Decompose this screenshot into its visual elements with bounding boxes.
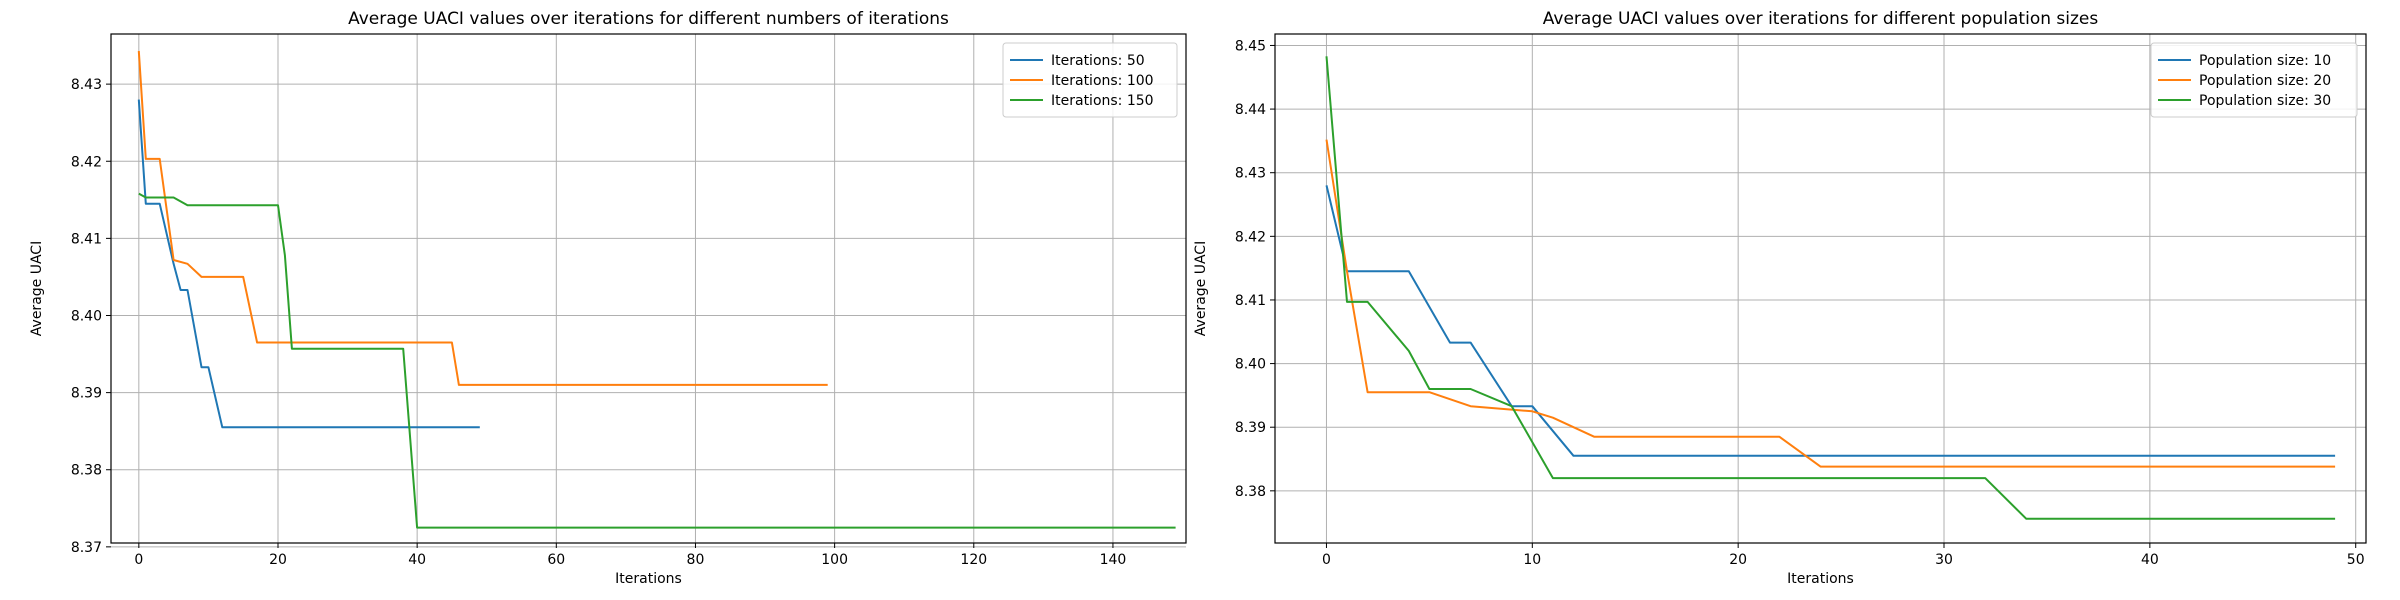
legend-label: Population size: 20 (2199, 73, 2331, 89)
series-line-2 (138, 192, 1176, 529)
y-tick-label: 8.41 (1235, 293, 1266, 309)
y-axis-label: Average UACI (29, 241, 45, 336)
series-line-1 (137, 50, 828, 386)
y-tick-label: 8.41 (71, 231, 102, 247)
legend-box (2150, 42, 2358, 118)
legend-box (1002, 42, 1178, 118)
plot-frame (110, 33, 1187, 544)
chart-title: Average UACI values over iterations for … (1543, 9, 2099, 29)
x-tick-label: 20 (269, 552, 287, 568)
chart-population-sizes: 0 10 20 30 40 50 8.38 8.39 8.40 8.41 8.42 8.43 8.44 8… (1193, 9, 2367, 587)
y-tick-label: 8.38 (1235, 484, 1266, 500)
y-tick-label: 8.42 (1235, 229, 1266, 245)
y-tick-label: 8.42 (71, 154, 102, 170)
y-axis-label: Average UACI (1193, 241, 1209, 336)
x-tick-label: 40 (408, 552, 426, 568)
y-tick-label: 8.43 (1235, 166, 1266, 182)
legend-label: Population size: 10 (2199, 53, 2331, 69)
x-axis-label: Iterations (1787, 571, 1854, 587)
legend-label: Iterations: 150 (1051, 93, 1154, 109)
x-axis-label: Iterations (615, 571, 682, 587)
y-tick-label: 8.37 (71, 540, 102, 556)
x-tick-label: 80 (687, 552, 705, 568)
legend-label: Iterations: 100 (1051, 73, 1154, 89)
x-tick-label: 20 (1729, 552, 1747, 568)
series-line-2 (1325, 56, 2336, 520)
y-tick-label: 8.44 (1235, 102, 1266, 118)
series-line-0 (137, 99, 480, 429)
y-tick-label: 8.38 (71, 463, 102, 479)
x-tick-label: 50 (2347, 552, 2365, 568)
x-tick-label: 0 (1322, 552, 1331, 568)
x-tick-label: 60 (547, 552, 565, 568)
chart-title: Average UACI values over iterations for … (348, 9, 949, 29)
y-tick-label: 8.45 (1235, 38, 1266, 54)
y-tick-label: 8.40 (1235, 357, 1266, 373)
legend-label: Population size: 30 (2199, 93, 2331, 109)
y-tick-label: 8.40 (71, 308, 102, 324)
x-tick-label: 140 (1100, 552, 1127, 568)
legend-label: Iterations: 50 (1051, 53, 1145, 69)
x-tick-label: 10 (1523, 552, 1541, 568)
plot-frame (1274, 33, 2367, 544)
x-tick-label: 40 (2141, 552, 2159, 568)
legend: Population size: 10 Population size: 20 Po… (2150, 42, 2358, 118)
y-tick-label: 8.43 (71, 77, 102, 93)
legend: Iterations: 50 Iterations: 100 Iterations:… (1002, 42, 1178, 118)
x-tick-label: 120 (960, 552, 987, 568)
x-tick-label: 30 (1935, 552, 1953, 568)
x-tick-label: 0 (134, 552, 143, 568)
x-tick-label: 100 (821, 552, 848, 568)
y-tick-label: 8.39 (1235, 420, 1266, 436)
series-line-1 (1325, 139, 2336, 468)
chart-iterations: 0 20 40 60 80 100 120 140 8.37 8.38 8.39 8.40 8.41 8.… (29, 9, 1187, 587)
series-line-0 (1325, 185, 2336, 457)
y-tick-label: 8.39 (71, 386, 102, 402)
